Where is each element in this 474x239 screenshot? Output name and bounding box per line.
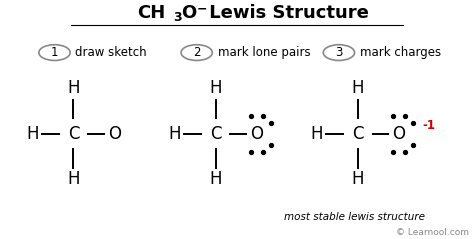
Text: H: H xyxy=(352,79,364,98)
Text: 2: 2 xyxy=(193,46,201,59)
Text: CH: CH xyxy=(137,4,166,22)
Text: -1: -1 xyxy=(422,119,436,132)
Text: mark charges: mark charges xyxy=(360,46,441,59)
Text: C: C xyxy=(352,125,364,143)
Text: mark lone pairs: mark lone pairs xyxy=(218,46,310,59)
Text: O: O xyxy=(108,125,121,143)
Text: H: H xyxy=(67,170,80,188)
Text: 3: 3 xyxy=(173,11,182,24)
Text: O: O xyxy=(250,125,264,143)
Text: 1: 1 xyxy=(51,46,58,59)
Text: H: H xyxy=(210,170,222,188)
Text: H: H xyxy=(26,125,38,143)
Text: © Learnool.com: © Learnool.com xyxy=(396,228,469,237)
Text: −: − xyxy=(197,3,207,16)
Text: C: C xyxy=(210,125,221,143)
Text: O: O xyxy=(392,125,406,143)
Text: draw sketch: draw sketch xyxy=(75,46,147,59)
Text: H: H xyxy=(352,170,364,188)
Text: C: C xyxy=(68,125,79,143)
Text: H: H xyxy=(210,79,222,98)
Text: 3: 3 xyxy=(335,46,343,59)
Text: most stable lewis structure: most stable lewis structure xyxy=(284,212,425,223)
Text: H: H xyxy=(67,79,80,98)
Text: H: H xyxy=(168,125,181,143)
Text: O: O xyxy=(181,4,196,22)
Text: Lewis Structure: Lewis Structure xyxy=(203,4,369,22)
Text: H: H xyxy=(310,125,323,143)
